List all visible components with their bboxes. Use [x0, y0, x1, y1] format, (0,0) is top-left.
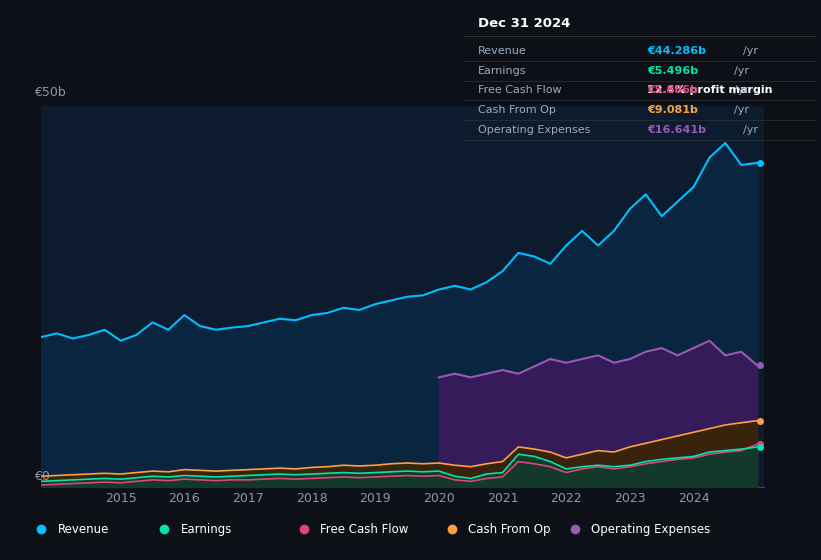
Text: /yr: /yr	[743, 125, 758, 135]
Text: /yr: /yr	[734, 105, 749, 115]
Text: /yr: /yr	[734, 85, 749, 95]
Text: €9.081b: €9.081b	[648, 105, 699, 115]
Text: Free Cash Flow: Free Cash Flow	[320, 522, 409, 536]
Text: Free Cash Flow: Free Cash Flow	[478, 85, 562, 95]
Text: Dec 31 2024: Dec 31 2024	[478, 17, 571, 30]
Text: /yr: /yr	[743, 46, 758, 56]
Text: Operating Expenses: Operating Expenses	[478, 125, 590, 135]
Text: €0: €0	[34, 470, 50, 483]
Text: Revenue: Revenue	[57, 522, 109, 536]
Text: /yr: /yr	[734, 66, 749, 76]
Text: €16.641b: €16.641b	[648, 125, 706, 135]
Text: €50b: €50b	[34, 86, 66, 99]
Text: €5.496b: €5.496b	[648, 66, 699, 76]
Text: €5.886b: €5.886b	[648, 85, 699, 95]
Text: Cash From Op: Cash From Op	[468, 522, 550, 536]
Text: Earnings: Earnings	[478, 66, 526, 76]
Text: Cash From Op: Cash From Op	[478, 105, 556, 115]
Text: Revenue: Revenue	[478, 46, 527, 56]
Text: 12.4% profit margin: 12.4% profit margin	[648, 85, 773, 95]
Text: Operating Expenses: Operating Expenses	[591, 522, 710, 536]
Text: Earnings: Earnings	[181, 522, 232, 536]
Text: €44.286b: €44.286b	[648, 46, 706, 56]
